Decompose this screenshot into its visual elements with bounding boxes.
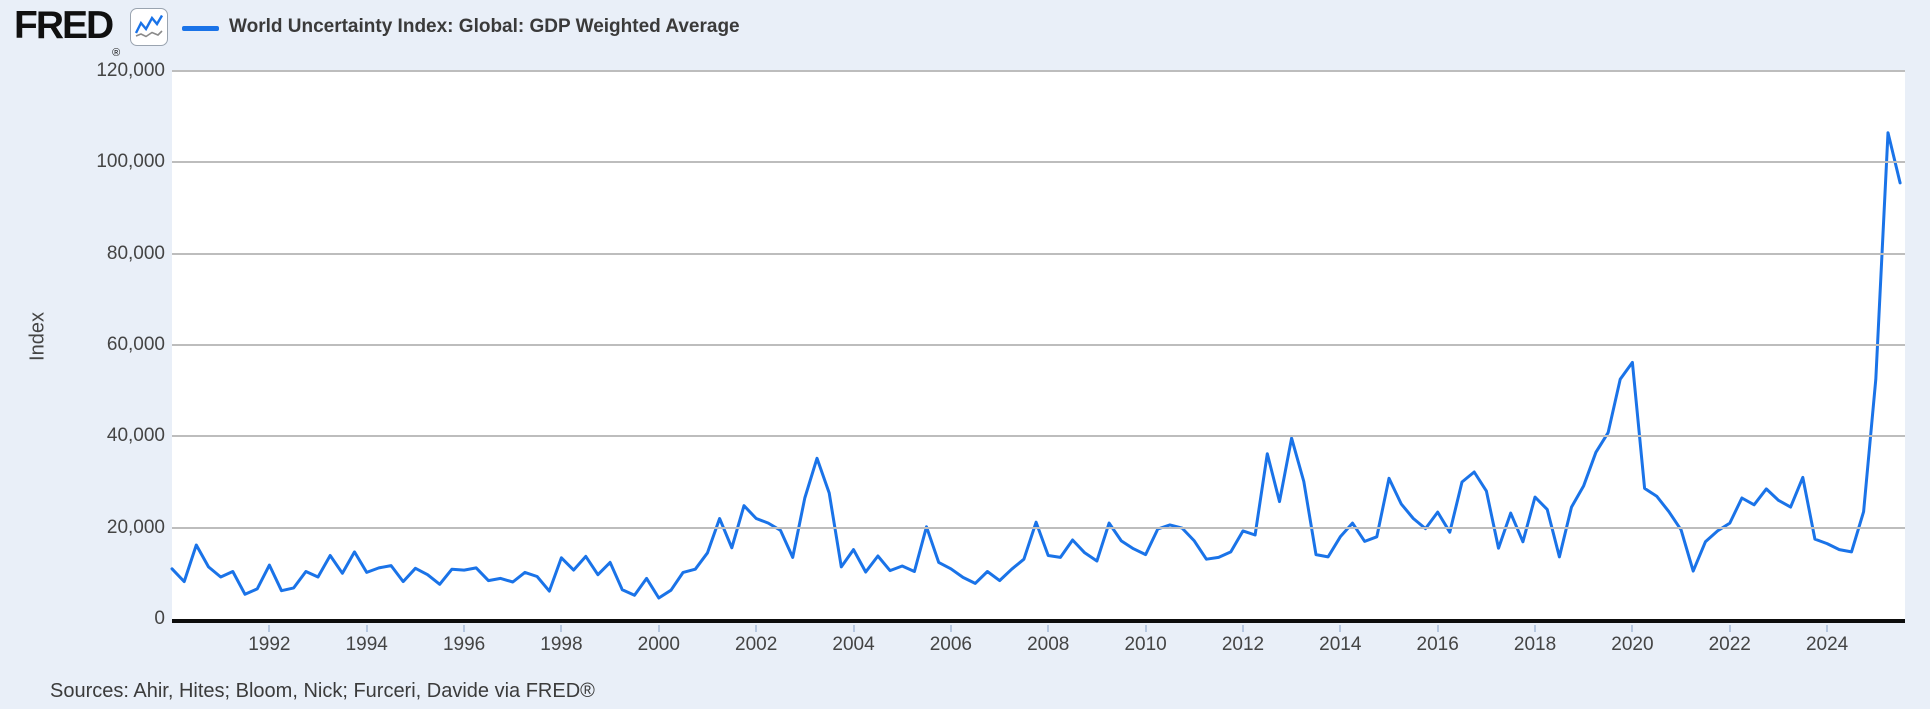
y-tick-label: 100,000	[96, 151, 165, 173]
x-tick-mark	[1826, 625, 1829, 632]
x-tick-mark	[268, 625, 271, 632]
legend-series-label[interactable]: World Uncertainty Index: Global: GDP Wei…	[229, 16, 740, 37]
x-tick-label: 1992	[248, 634, 291, 655]
x-tick-mark	[657, 625, 660, 632]
x-tick-mark	[1534, 625, 1537, 632]
y-tick-label: 20,000	[106, 516, 165, 538]
x-tick-label: 1998	[540, 634, 583, 655]
x-tick-mark	[949, 625, 952, 632]
x-tick-label: 2004	[832, 634, 875, 655]
x-tick-mark	[755, 625, 758, 632]
x-tick-mark	[1339, 625, 1342, 632]
x-tick-mark	[1241, 625, 1244, 632]
legend-line-swatch	[182, 26, 219, 31]
gridline-60000	[172, 344, 1905, 346]
registered-mark: ®	[112, 47, 121, 59]
plot-area[interactable]	[170, 70, 1905, 623]
x-tick-label: 2014	[1319, 634, 1362, 655]
line-chart-icon-glyph	[134, 14, 164, 38]
x-tick-label: 2018	[1513, 634, 1557, 655]
x-tick-mark	[1631, 625, 1634, 632]
gridline-80000	[172, 252, 1905, 255]
y-tick-label: 40,000	[106, 425, 165, 447]
line-chart-icon[interactable]	[130, 8, 168, 46]
series-line	[170, 131, 1902, 600]
x-tick-mark	[852, 625, 855, 632]
x-tick-mark	[1728, 625, 1731, 632]
x-tick-mark	[560, 625, 563, 632]
y-tick-label: 0	[154, 608, 165, 629]
fred-logo-text: FRED	[14, 4, 114, 47]
gridline-120000	[172, 70, 1905, 72]
gridline-100000	[172, 161, 1905, 164]
gridline-20000	[172, 526, 1905, 529]
x-tick-label: 2016	[1416, 634, 1459, 655]
x-tick-label: 2024	[1805, 634, 1849, 655]
series-line-svg	[170, 131, 1902, 600]
x-tick-mark	[463, 625, 466, 632]
x-tick-label: 2022	[1708, 634, 1751, 655]
gridline-40000	[172, 435, 1905, 438]
fred-logo[interactable]: FRED®	[14, 4, 120, 59]
x-tick-label: 1994	[345, 634, 388, 655]
x-tick-mark	[1436, 625, 1439, 632]
y-tick-label: 60,000	[106, 334, 165, 355]
x-tick-label: 1996	[442, 634, 486, 655]
x-tick-label: 2002	[735, 634, 778, 655]
x-tick-mark	[365, 625, 368, 632]
x-tick-label: 2010	[1124, 634, 1167, 655]
y-tick-label: 80,000	[106, 242, 165, 264]
x-tick-label: 2000	[637, 634, 680, 655]
sources-note: Sources: Ahir, Hites; Bloom, Nick; Furce…	[50, 680, 595, 702]
y-tick-label: 120,000	[96, 60, 165, 81]
x-tick-label: 2012	[1221, 634, 1265, 655]
x-tick-label: 2008	[1027, 634, 1070, 655]
x-tick-mark	[1144, 625, 1147, 632]
y-axis-tick-labels: 120,000 100,000 80,000 60,000 40,000 20,000 0	[0, 0, 165, 709]
x-tick-label: 2020	[1611, 634, 1654, 655]
x-tick-mark	[1047, 625, 1050, 632]
x-tick-label: 2006	[929, 634, 973, 655]
